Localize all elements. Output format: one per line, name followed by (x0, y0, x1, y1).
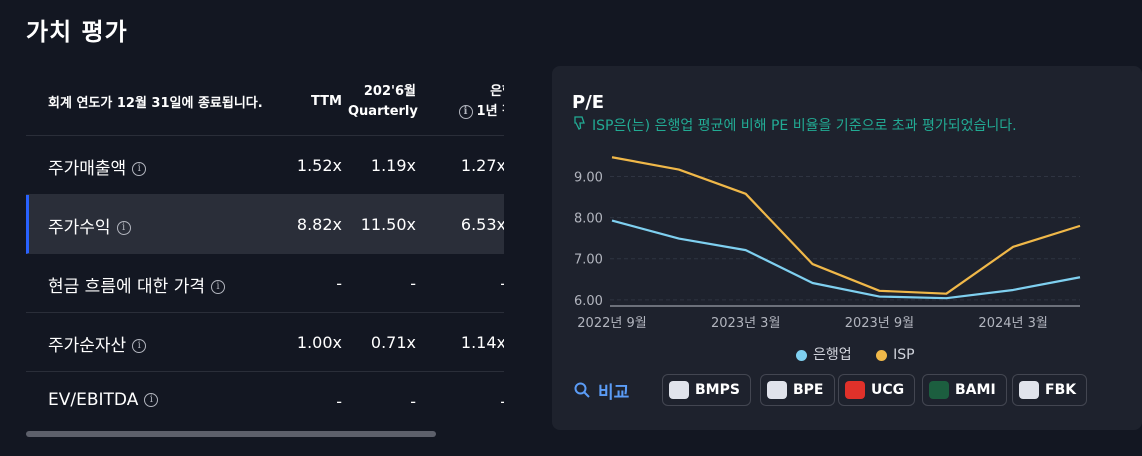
valuation-summary: ISP은(는) 은행업 평균에 비해 PE 비율을 기준으로 초과 평가되었습니… (572, 115, 1017, 135)
peer-button-ucg[interactable]: UCG (838, 374, 916, 406)
table-row[interactable]: 주가순자산 i 1.00x 0.71x 1.14x (26, 313, 504, 372)
pe-chart-panel: P/E ISP은(는) 은행업 평균에 비해 PE 비율을 기준으로 초과 평가… (552, 66, 1142, 430)
peer-label-fbk: FBK (1045, 382, 1077, 398)
fiscal-year-note: 회계 연도가 12월 31일에 종료됩니다. (48, 96, 263, 111)
info-icon[interactable]: i (132, 162, 147, 176)
cell-ttm: 1.00x (296, 333, 342, 352)
column-header-quarterly-label: Quarterly (348, 104, 418, 119)
legend-item-isp[interactable]: ISP (876, 347, 915, 363)
cell-quarterly: - (410, 274, 416, 293)
cell-quarterly: 11.50x (360, 215, 416, 234)
peer-button-bpe[interactable]: BPE (760, 374, 835, 406)
compare-label-text: 비교 (598, 383, 630, 403)
row-label: 주가순자산 (48, 336, 127, 356)
column-header-ttm: TTM (311, 94, 342, 109)
thumbs-down-icon (572, 116, 586, 134)
legend-label-industry: 은행업 (813, 347, 852, 363)
column-header-industry-name: 은행업 (490, 84, 504, 99)
table-header: 회계 연도가 12월 31일에 종료됩니다. TTM 202'6월 Quarte… (26, 62, 504, 136)
cell-ttm: - (336, 274, 342, 293)
bmps-logo (669, 381, 689, 399)
info-icon[interactable]: i (458, 104, 473, 119)
row-label: 현금 흐름에 대한 가격 (48, 277, 205, 297)
peer-button-fbk[interactable]: FBK (1012, 374, 1088, 406)
cell-industry-avg: 1.14x (460, 333, 504, 352)
compare-label[interactable]: 비교 (574, 378, 629, 403)
search-icon (574, 382, 590, 403)
cell-industry-avg: - (446, 274, 504, 293)
table-row-selected[interactable]: 주가수익 i 8.82x 11.50x 6.53x (26, 195, 504, 254)
x-tick-label: 2023년 3월 (711, 316, 780, 331)
peer-label-bami: BAMI (955, 382, 996, 398)
bami-logo (929, 381, 949, 399)
peer-label-ucg: UCG (871, 382, 905, 398)
table-row[interactable]: 현금 흐름에 대한 가격 i - - - (26, 254, 504, 313)
peer-button-bami[interactable]: BAMI (922, 374, 1007, 406)
legend-dot-isp (876, 349, 888, 361)
peer-button-bmps[interactable]: BMPS (662, 374, 751, 406)
info-icon[interactable]: i (116, 221, 131, 235)
row-label: 주가매출액 (48, 159, 127, 179)
peer-label-bpe: BPE (793, 382, 824, 398)
horizontal-scrollbar[interactable] (26, 431, 436, 437)
table-row[interactable]: EV/EBITDA i - - - (26, 372, 504, 431)
cell-ttm: - (336, 392, 342, 411)
page-title: 가치 평가 (26, 18, 128, 46)
x-tick-label: 2022년 9월 (577, 316, 646, 331)
series-line-isp[interactable] (611, 156, 1081, 295)
info-icon[interactable]: i (210, 280, 225, 294)
x-tick-label: 2023년 9월 (845, 316, 914, 331)
cell-quarterly: 1.19x (370, 156, 416, 175)
y-tick-label: 8.00 (574, 212, 603, 227)
x-tick-label: 2024년 3월 (978, 316, 1047, 331)
cell-quarterly: 0.71x (370, 333, 416, 352)
chart-legend: 은행업 ISP (796, 344, 935, 364)
column-header-industry-avg: 은행업 i1년 평균 (426, 82, 504, 122)
cell-ttm: 8.82x (296, 215, 342, 234)
ucg-logo (845, 381, 865, 399)
column-header-quarterly: 202'6월 Quarterly (348, 82, 418, 122)
chart-title: P/E (572, 92, 605, 113)
valuation-summary-text: ISP은(는) 은행업 평균에 비해 PE 비율을 기준으로 초과 평가되었습니… (592, 118, 1017, 134)
valuation-table: 회계 연도가 12월 31일에 종료됩니다. TTM 202'6월 Quarte… (26, 62, 504, 436)
cell-quarterly: - (410, 392, 416, 411)
series-line-industry[interactable] (611, 219, 1081, 300)
peer-label-bmps: BMPS (695, 382, 740, 398)
column-header-industry-period: 1년 평균 (476, 104, 504, 119)
y-tick-label: 7.00 (574, 253, 603, 268)
cell-industry-avg: - (446, 392, 504, 411)
y-tick-label: 9.00 (574, 171, 603, 186)
info-icon[interactable]: i (132, 339, 147, 353)
column-header-quarterly-date: 202'6월 (363, 84, 416, 99)
cell-industry-avg: 6.53x (460, 215, 504, 234)
fbk-logo (1019, 381, 1039, 399)
table-row[interactable]: 주가매출액 i 1.52x 1.19x 1.27x (26, 136, 504, 195)
row-label: 주가수익 (48, 218, 111, 238)
row-label: EV/EBITDA (48, 390, 139, 410)
legend-label-isp: ISP (893, 347, 915, 363)
legend-dot-industry (796, 349, 807, 361)
info-icon[interactable]: i (144, 393, 159, 407)
legend-item-industry[interactable]: 은행업 (796, 347, 852, 363)
pe-line-chart: 6.00 7.00 8.00 9.00 2022년 9월 2023년 3월 2023년 9월… (574, 156, 1081, 331)
cell-ttm: 1.52x (296, 156, 342, 175)
y-tick-label: 6.00 (574, 294, 603, 309)
cell-industry-avg: 1.27x (460, 156, 504, 175)
bpe-logo (767, 381, 787, 399)
